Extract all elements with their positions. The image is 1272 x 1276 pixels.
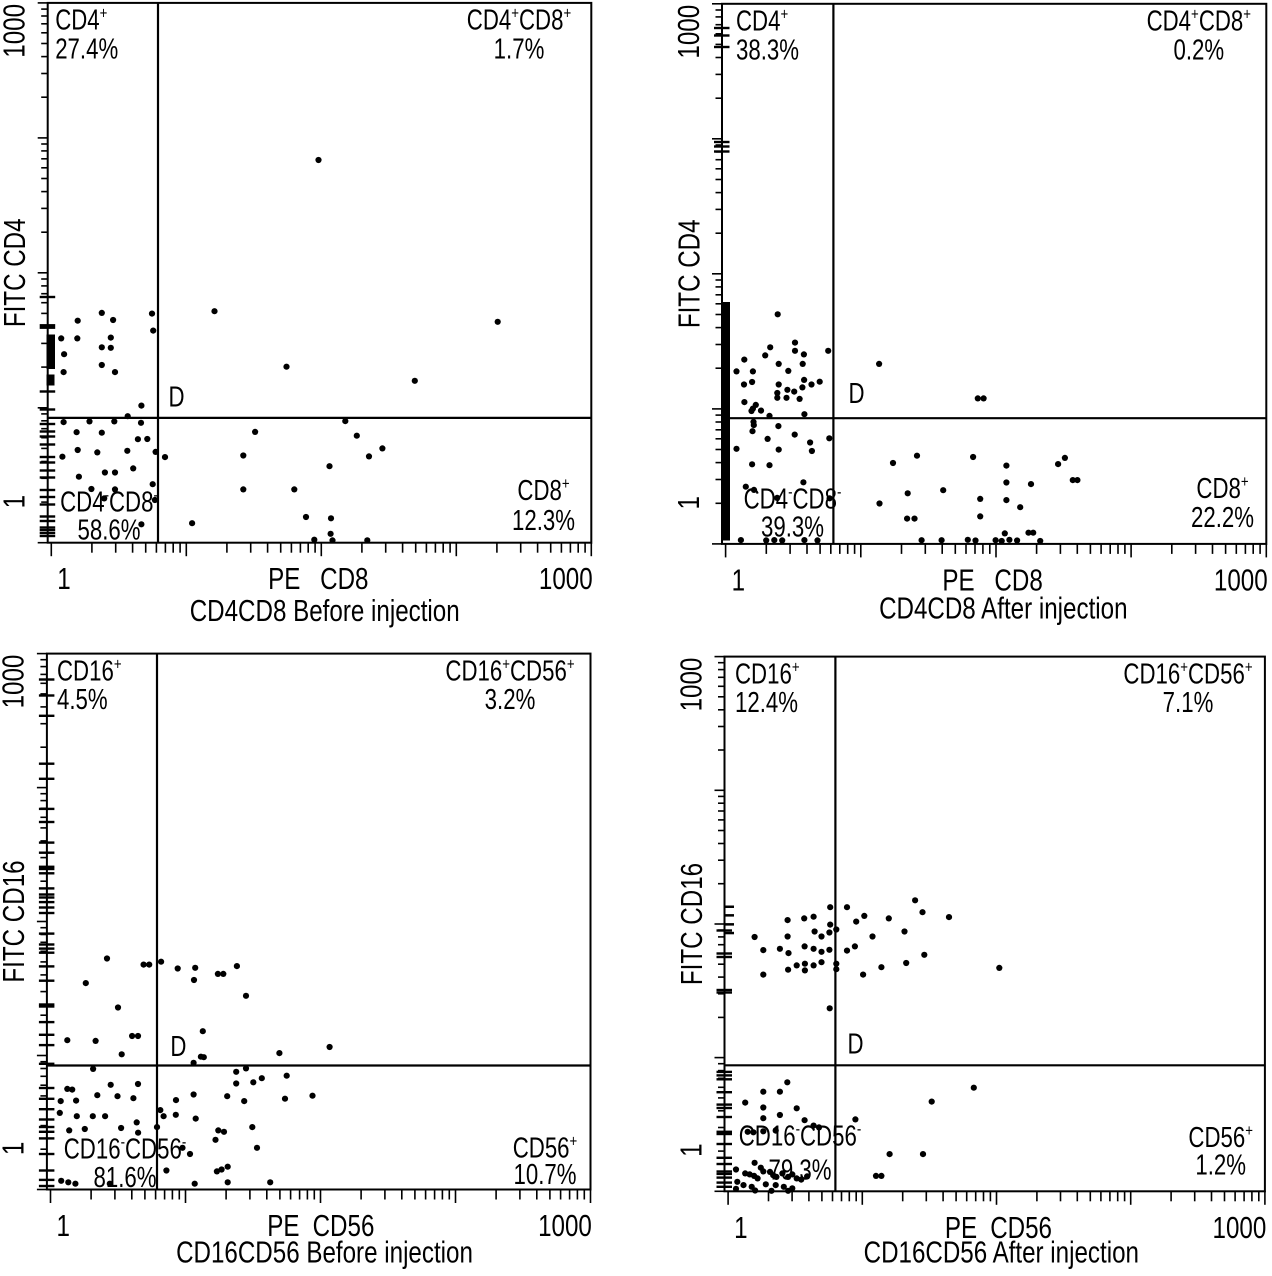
svg-text:1: 1 [732,563,745,598]
svg-text:PE: PE [942,563,974,598]
svg-text:CD56+: CD56+ [513,1132,578,1164]
svg-text:CD4+: CD4+ [55,4,107,36]
svg-text:CD56+: CD56+ [1188,1121,1253,1153]
svg-text:CD16CD56 After injection: CD16CD56 After injection [864,1235,1139,1270]
svg-text:1000: 1000 [0,655,30,709]
svg-text:1000: 1000 [539,561,593,596]
svg-text:79.3%: 79.3% [768,1155,831,1186]
svg-text:1000: 1000 [0,4,31,58]
svg-text:12.3%: 12.3% [512,505,575,536]
svg-text:CD16- CD56-: CD16- CD56- [64,1133,187,1165]
svg-text:1: 1 [0,1142,30,1155]
svg-text:CD16CD56 Before injection: CD16CD56 Before injection [176,1235,473,1270]
svg-text:CD16+ CD56+: CD16+ CD56+ [1123,658,1252,690]
svg-text:PE: PE [945,1210,977,1245]
svg-text:PE: PE [267,1208,299,1243]
svg-text:CD16+: CD16+ [735,658,800,690]
svg-text:CD4+ CD8+: CD4+ CD8+ [1147,5,1252,37]
svg-text:FITC CD16: FITC CD16 [0,860,31,982]
svg-text:1.7%: 1.7% [494,34,545,65]
svg-text:CD8: CD8 [320,561,368,596]
svg-text:1: 1 [57,561,70,596]
svg-text:D: D [849,379,865,410]
svg-text:38.3%: 38.3% [736,35,799,66]
svg-text:81.6%: 81.6% [93,1162,156,1193]
svg-text:39.3%: 39.3% [761,512,824,543]
svg-text:CD16+: CD16+ [57,655,122,687]
svg-text:CD16+ CD56+: CD16+ CD56+ [445,655,574,687]
svg-text:FITC CD4: FITC CD4 [671,219,706,328]
svg-text:CD8+: CD8+ [517,475,569,507]
svg-text:1: 1 [671,496,706,509]
svg-text:3.2%: 3.2% [485,685,536,716]
svg-text:CD4+ CD8+: CD4+ CD8+ [467,4,572,36]
svg-text:D: D [170,1031,186,1062]
svg-text:1000: 1000 [671,5,706,59]
svg-text:CD4- CD8-: CD4- CD8- [60,486,158,518]
svg-text:1: 1 [734,1210,747,1245]
svg-text:58.6%: 58.6% [77,515,140,546]
svg-text:FITC CD4: FITC CD4 [0,218,32,327]
svg-text:CD56: CD56 [313,1208,375,1243]
svg-text:CD4CD8 Before injection: CD4CD8 Before injection [190,593,460,628]
svg-text:D: D [169,382,185,413]
svg-text:1000: 1000 [1214,563,1268,598]
svg-text:CD16- CD56-: CD16- CD56- [739,1120,862,1152]
svg-text:D: D [848,1029,864,1060]
svg-text:1: 1 [0,495,31,508]
svg-text:7.1%: 7.1% [1163,688,1214,719]
svg-text:12.4%: 12.4% [735,688,798,719]
svg-text:PE: PE [268,561,300,596]
svg-text:1000: 1000 [673,658,708,712]
svg-text:1.2%: 1.2% [1195,1150,1246,1181]
svg-text:CD8+: CD8+ [1196,473,1248,505]
svg-text:1: 1 [673,1143,708,1156]
svg-text:10.7%: 10.7% [513,1159,576,1190]
svg-text:22.2%: 22.2% [1191,503,1254,534]
svg-text:1000: 1000 [1213,1210,1267,1245]
svg-text:1000: 1000 [538,1208,592,1243]
svg-text:0.2%: 0.2% [1173,35,1224,66]
svg-text:CD4CD8 After injection: CD4CD8 After injection [879,591,1127,626]
svg-text:27.4%: 27.4% [55,34,118,65]
svg-text:CD8: CD8 [994,563,1042,598]
svg-text:1: 1 [56,1208,69,1243]
svg-text:FITC CD16: FITC CD16 [674,863,709,985]
svg-text:4.5%: 4.5% [57,685,108,716]
svg-text:CD4- CD8-: CD4- CD8- [744,483,842,515]
svg-text:CD4+: CD4+ [736,5,788,37]
svg-text:CD56: CD56 [990,1210,1052,1245]
